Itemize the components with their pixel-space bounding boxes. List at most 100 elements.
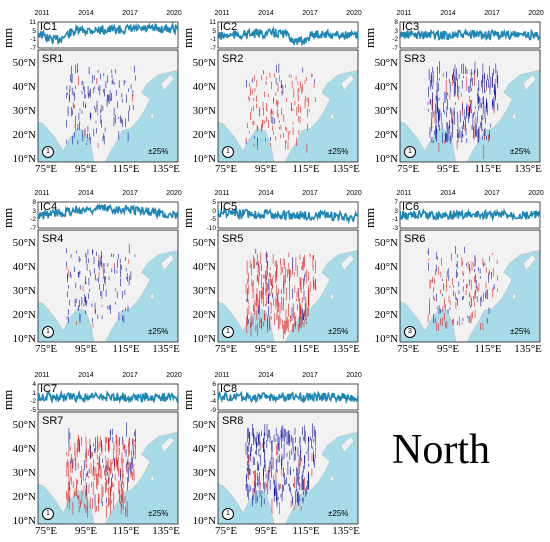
timeseries-line bbox=[217, 390, 359, 405]
longitude-label: 135°E bbox=[152, 525, 180, 537]
spatial-response-label: SR3 bbox=[404, 53, 426, 65]
spatial-response-label: SR8 bbox=[222, 415, 244, 427]
ytick-label: 5 bbox=[212, 27, 216, 35]
scale-label: ±25% bbox=[148, 327, 169, 336]
map-islands bbox=[329, 74, 355, 120]
panel-ic8: 2011 2014 2017 2020 mm 6 1 -4 -9 IC8 SR8 1 ±25% 50°N 4… bbox=[180, 362, 372, 537]
unit-label: mm bbox=[180, 207, 195, 228]
panel-graphic bbox=[217, 383, 359, 525]
cluster-badge: 3 bbox=[404, 326, 416, 338]
map-islands bbox=[149, 436, 175, 482]
longitude-label: 75°E bbox=[34, 525, 58, 537]
station-arrows bbox=[66, 422, 136, 518]
ytick-label: -3 bbox=[392, 225, 398, 232]
ytick-label: -7 bbox=[392, 45, 398, 52]
ytick-label: -1 bbox=[30, 36, 36, 44]
latitude-label: 20°N bbox=[374, 309, 398, 321]
map-frame bbox=[399, 49, 541, 163]
component-label: IC5 bbox=[220, 201, 238, 213]
station-arrows bbox=[427, 246, 498, 331]
latitude-label: 40°N bbox=[192, 81, 216, 93]
panel-ic1: 2011 2014 2017 2020 mm 11 5 -1 -7 IC1 SR1 1 ±25% 50°N… bbox=[0, 0, 192, 175]
panel-ic2: 2011 2014 2017 2020 mm 11 5 -1 -7 IC2 SR2 1 ±25% 50°N… bbox=[180, 0, 372, 175]
ytick-label: -7 bbox=[30, 45, 36, 52]
ytick-label: -5 bbox=[30, 407, 36, 414]
station-arrows bbox=[245, 63, 316, 153]
year-label: 2017 bbox=[484, 190, 500, 197]
latitude-label: 30°N bbox=[374, 105, 398, 117]
latitude-label: 50°N bbox=[374, 237, 398, 249]
ytick-label: 5 bbox=[212, 199, 216, 206]
latitude-label: 30°N bbox=[12, 105, 36, 117]
latitude-label: 20°N bbox=[192, 491, 216, 503]
map-frame bbox=[37, 49, 179, 163]
year-label: 2017 bbox=[122, 372, 138, 379]
station-arrows bbox=[66, 244, 136, 328]
map-islands bbox=[511, 254, 537, 300]
ytick-label: -2 bbox=[30, 216, 36, 224]
unit-label: mm bbox=[0, 389, 15, 410]
timeseries-line bbox=[217, 206, 359, 225]
year-label: 2014 bbox=[78, 190, 94, 197]
latitude-label: 30°N bbox=[192, 285, 216, 297]
panel-graphic bbox=[37, 383, 179, 525]
year-label: 2011 bbox=[214, 10, 230, 17]
latitude-label: 30°N bbox=[374, 285, 398, 297]
year-label: 2011 bbox=[34, 190, 50, 197]
ytick-label: -2 bbox=[30, 398, 36, 406]
latitude-label: 50°N bbox=[192, 419, 216, 431]
component-label: IC7 bbox=[40, 383, 58, 395]
year-label: 2020 bbox=[528, 10, 544, 17]
year-label: 2020 bbox=[166, 190, 182, 197]
ytick-label: 3 bbox=[394, 27, 398, 35]
latitude-label: 30°N bbox=[12, 467, 36, 479]
longitude-label: 75°E bbox=[214, 163, 238, 175]
year-label: 2017 bbox=[302, 190, 318, 197]
spatial-response-label: SR4 bbox=[42, 233, 64, 245]
station-arrows bbox=[245, 248, 317, 339]
ytick-label: 7 bbox=[394, 199, 398, 206]
timeseries-line bbox=[399, 207, 541, 222]
panel-ic5: 2011 2014 2017 2020 mm 5 0 -5 -10 IC5 SR5 1 ±25% 50°N… bbox=[180, 180, 372, 355]
panel-ic3: 2011 2014 2017 2020 mm 8 3 -2 -7 IC3 SR3 1 ±25% 50°N 4… bbox=[362, 0, 550, 175]
map-frame bbox=[399, 229, 541, 343]
year-label: 2011 bbox=[214, 372, 230, 379]
year-label: 2017 bbox=[484, 10, 500, 17]
ytick-label: 5 bbox=[32, 27, 36, 35]
latitude-label: 40°N bbox=[192, 443, 216, 455]
year-label: 2014 bbox=[440, 10, 456, 17]
year-label: 2020 bbox=[346, 372, 362, 379]
panel-graphic bbox=[399, 21, 541, 163]
scale-label: ±25% bbox=[328, 509, 349, 518]
scale-label: ±25% bbox=[148, 147, 169, 156]
latitude-label: 10°N bbox=[192, 153, 216, 165]
longitude-label: 95°E bbox=[436, 343, 460, 355]
year-label: 2011 bbox=[396, 190, 412, 197]
longitude-label: 75°E bbox=[214, 525, 238, 537]
longitude-label: 95°E bbox=[74, 163, 98, 175]
ytick-label: -1 bbox=[392, 216, 398, 224]
latitude-label: 10°N bbox=[374, 333, 398, 345]
longitude-label: 115°E bbox=[292, 525, 320, 537]
cluster-badge: 1 bbox=[42, 508, 54, 520]
station-arrows bbox=[427, 61, 499, 160]
longitude-label: 75°E bbox=[34, 343, 58, 355]
panel-ic4: 2011 2014 2017 2020 mm 8 3 -2 -7 IC4 SR4 1 ±25% 50°N 4… bbox=[0, 180, 192, 355]
cluster-badge: 1 bbox=[42, 326, 54, 338]
ytick-label: 1 bbox=[32, 389, 36, 397]
ytick-label: 1 bbox=[212, 389, 216, 397]
longitude-label: 75°E bbox=[396, 343, 420, 355]
ytick-label: -9 bbox=[210, 407, 216, 414]
timeseries-line bbox=[217, 25, 359, 47]
unit-label: mm bbox=[0, 27, 15, 48]
longitude-label: 135°E bbox=[514, 163, 542, 175]
spatial-response-label: SR7 bbox=[42, 415, 64, 427]
scale-label: ±25% bbox=[148, 509, 169, 518]
longitude-label: 135°E bbox=[332, 343, 360, 355]
ytick-label: 11 bbox=[29, 19, 36, 26]
component-label: IC8 bbox=[220, 383, 238, 395]
panel-graphic bbox=[217, 201, 359, 343]
panel-graphic bbox=[37, 201, 179, 343]
figure-title: North bbox=[392, 427, 490, 473]
unit-label: mm bbox=[180, 27, 195, 48]
